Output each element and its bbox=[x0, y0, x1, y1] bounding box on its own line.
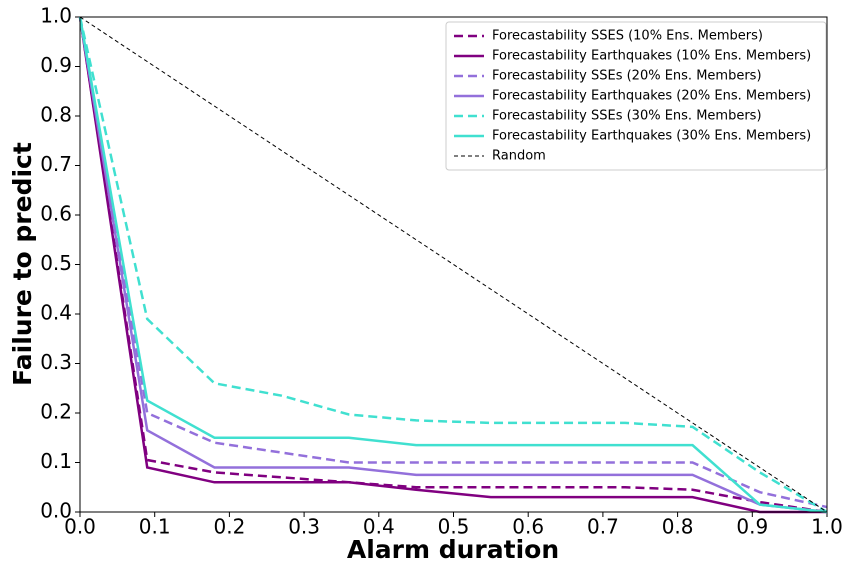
x-tick-label: 0.5 bbox=[438, 515, 470, 539]
series-line bbox=[78, 16, 827, 514]
y-tick-label: 0.2 bbox=[40, 400, 72, 424]
legend-label: Forecastability SSEs (20% Ens. Members) bbox=[492, 69, 762, 84]
series-line bbox=[78, 16, 828, 514]
x-tick-label: 0.3 bbox=[288, 515, 320, 539]
legend-label: Random bbox=[492, 149, 546, 164]
y-tick-label: 0.0 bbox=[40, 499, 72, 523]
x-tick-label: 0.1 bbox=[139, 515, 171, 539]
legend-label: Forecastability SSEs (30% Ens. Members) bbox=[492, 109, 762, 124]
y-tick-label: 0.3 bbox=[40, 350, 72, 374]
x-tick-label: 0.7 bbox=[587, 515, 619, 539]
x-tick-label: 0.0 bbox=[64, 515, 96, 539]
y-tick-label: 0.7 bbox=[40, 152, 72, 176]
x-tick-label: 0.4 bbox=[363, 515, 395, 539]
series-line bbox=[78, 16, 828, 509]
y-tick-label: 0.6 bbox=[40, 202, 72, 226]
legend-label: Forecastability Earthquakes (10% Ens. Me… bbox=[492, 49, 811, 64]
series-line bbox=[79, 16, 828, 513]
x-tick-label: 0.2 bbox=[213, 515, 245, 539]
plot-frame bbox=[79, 16, 828, 513]
series-line bbox=[78, 16, 828, 514]
y-tick-label: 0.4 bbox=[40, 301, 72, 325]
y-tick-label: 0.8 bbox=[40, 103, 72, 127]
y-tick-label: 0.1 bbox=[40, 449, 72, 473]
x-tick-label: 0.9 bbox=[736, 515, 768, 539]
x-tick-label: 1.0 bbox=[811, 515, 843, 539]
y-tick-label: 0.9 bbox=[40, 53, 72, 77]
series-line bbox=[78, 16, 828, 514]
legend-label: Forecastability Earthquakes (20% Ens. Me… bbox=[492, 89, 811, 104]
y-axis-label: Failure to predict bbox=[8, 142, 37, 386]
y-tick-label: 0.5 bbox=[40, 251, 72, 275]
x-tick-label: 0.8 bbox=[662, 515, 694, 539]
legend-box bbox=[445, 21, 827, 171]
legend-label: Forecastability SSES (10% Ens. Members) bbox=[492, 29, 763, 44]
legend-label: Forecastability Earthquakes (30% Ens. Me… bbox=[492, 129, 811, 144]
y-tick-label: 1.0 bbox=[40, 4, 72, 28]
x-tick-label: 0.6 bbox=[512, 515, 544, 539]
series-line bbox=[78, 16, 828, 514]
x-axis-label: Alarm duration bbox=[347, 535, 559, 564]
